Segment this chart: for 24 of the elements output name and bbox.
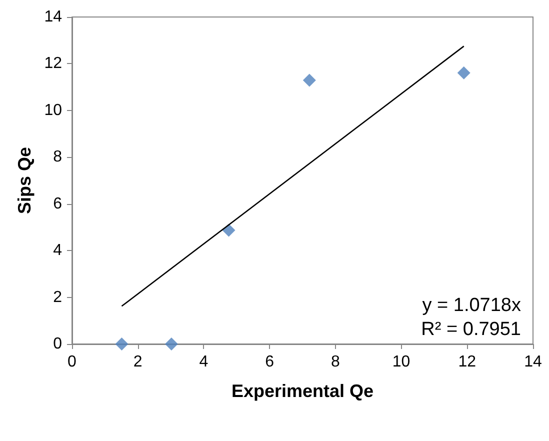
y-tick-label: 6 [53,195,62,212]
y-tick-label: 12 [44,55,62,72]
point [302,74,316,87]
x-tick-label: 0 [68,354,77,370]
x-tick-label: 12 [458,354,476,370]
y-tick-label: 8 [53,148,62,166]
y-axis-title: Sips Qe [14,146,34,214]
x-tick-label: 10 [392,354,410,370]
x-tick-label: 8 [330,354,340,370]
x-tick-label: 6 [265,354,274,370]
annotation: y = 1.0718x [422,295,522,316]
point [164,338,178,350]
x-tick-label: 14 [524,354,542,370]
point [457,66,470,80]
y-tick-label: 14 [44,8,62,26]
x-tick-label: 2 [133,354,142,370]
y-tick-label: 2 [53,288,62,306]
x-tick-label: 4 [199,354,208,370]
point [115,338,128,350]
y-tick-label: 4 [53,242,62,260]
y-tick-label: 10 [44,102,62,119]
annotation: R² = 0.7951 [421,319,522,340]
x-axis-title: Experimental Qe [231,381,374,401]
y-tick-label: 0 [53,336,62,352]
